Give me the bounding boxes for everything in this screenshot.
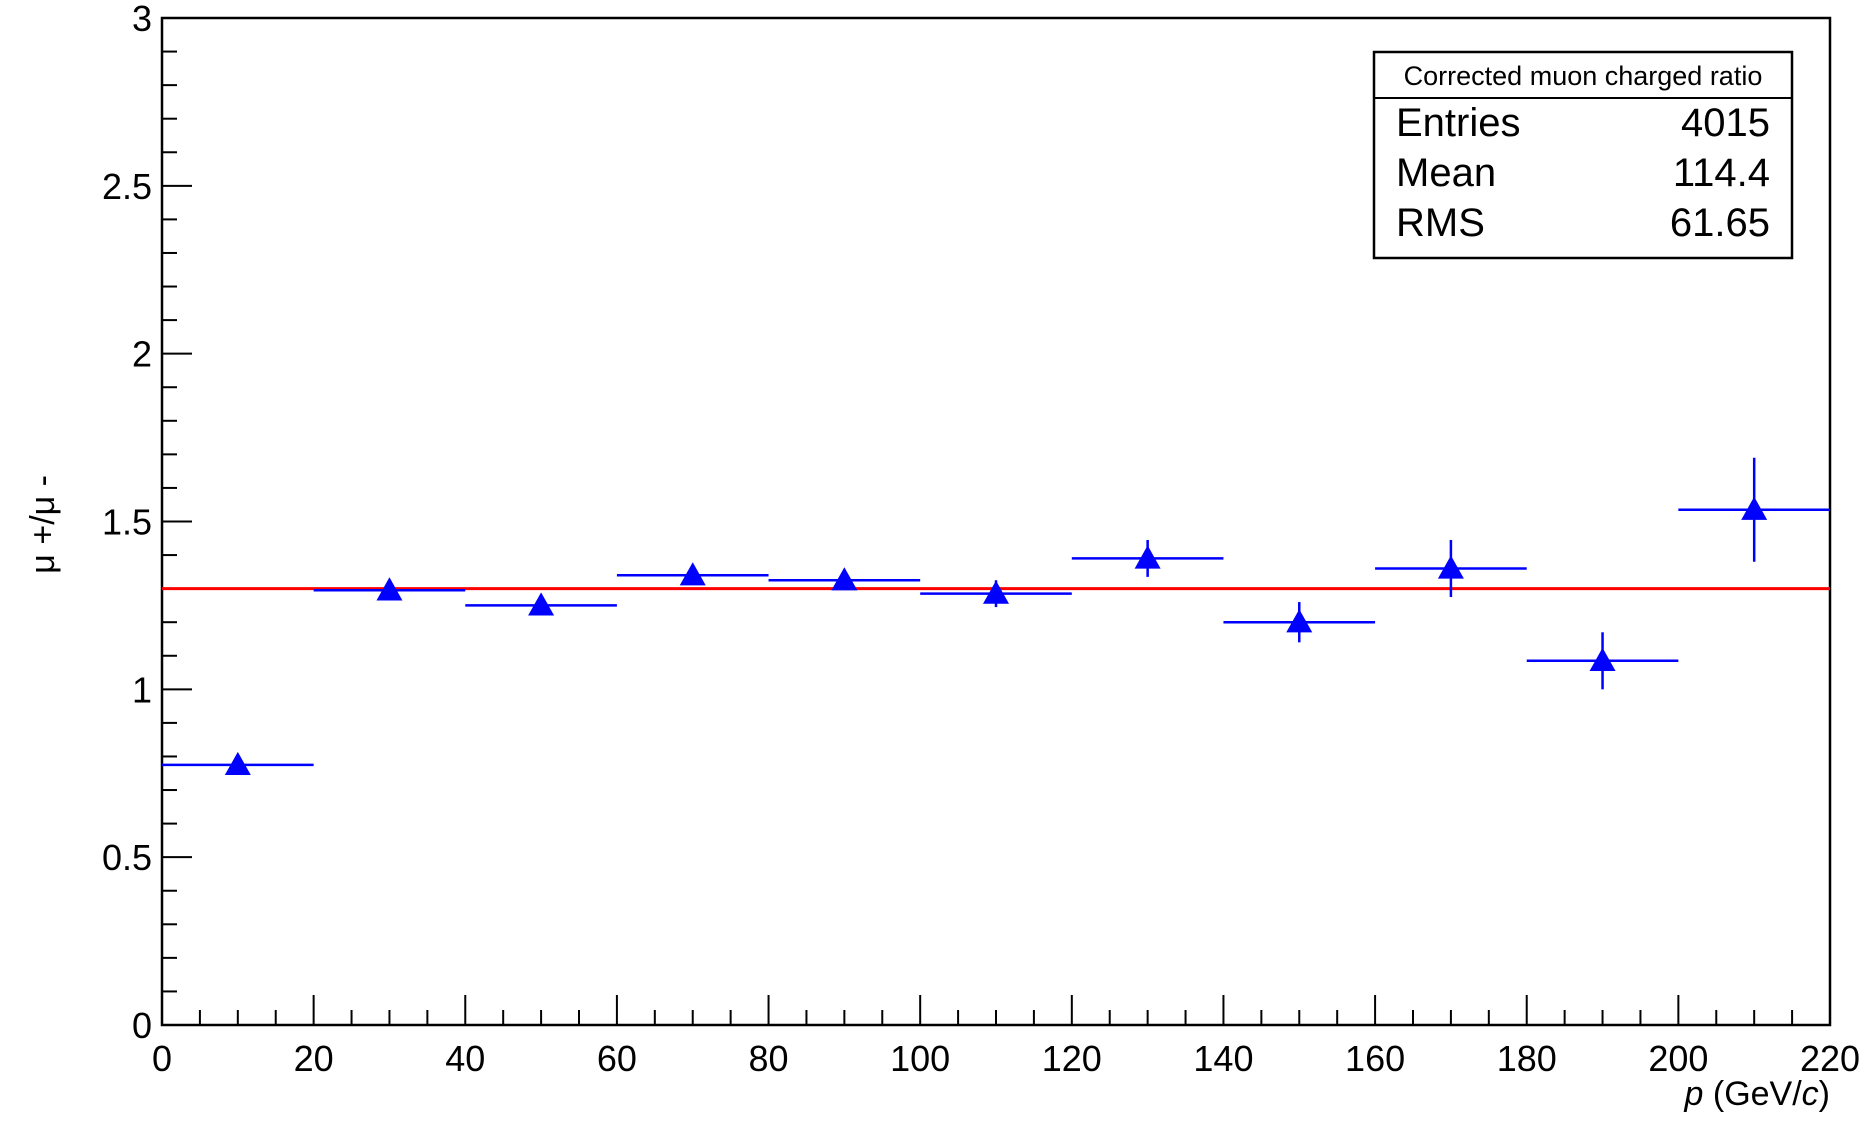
y-tick-label: 3	[132, 0, 152, 39]
y-tick-label: 0	[132, 1005, 152, 1046]
y-tick-label: 2.5	[102, 166, 152, 207]
axes-layer: 0 20 40 60 80 100 120 140 160 180 200 220 0 0.5 1 1.5 2 2…	[102, 0, 1860, 1079]
triangle-marker	[528, 592, 555, 616]
stats-label: Mean	[1396, 151, 1496, 195]
data-point	[616, 562, 769, 586]
x-tick-label: 60	[597, 1038, 637, 1079]
x-axis-label: p (GeV/c)	[1684, 1075, 1831, 1113]
x-axis-label-close: )	[1819, 1075, 1830, 1113]
stats-box-title: Corrected muon charged ratio	[1404, 61, 1763, 91]
data-point	[920, 580, 1072, 608]
y-tick-label: 2	[132, 334, 152, 375]
triangle-marker	[679, 562, 706, 586]
triangle-marker	[1134, 545, 1161, 569]
data-point	[313, 577, 466, 601]
y-tick-label: 1	[132, 669, 152, 710]
data-point	[768, 567, 921, 591]
data-point	[1678, 457, 1830, 562]
x-tick-label: 40	[445, 1038, 485, 1079]
x-tick-label: 20	[294, 1038, 334, 1079]
data-point	[1071, 539, 1224, 577]
data-point	[465, 592, 617, 616]
y-axis-label: μ +/μ -	[24, 475, 62, 574]
data-point	[1526, 632, 1679, 690]
x-tick-label: 80	[749, 1038, 789, 1079]
triangle-marker	[1286, 609, 1313, 633]
x-tick-label: 200	[1648, 1038, 1708, 1079]
triangle-marker	[1589, 647, 1616, 671]
stats-label: Entries	[1396, 101, 1521, 145]
x-tick-label: 140	[1193, 1038, 1253, 1079]
data-layer	[162, 457, 1830, 775]
x-axis-label-unit: (GeV/	[1703, 1075, 1802, 1113]
stats-box: Corrected muon charged ratio Entries 4015 M…	[1372, 50, 1794, 260]
stats-value: 114.4	[1673, 151, 1770, 195]
x-axis-label-p: p	[1684, 1075, 1704, 1113]
triangle-marker	[983, 580, 1009, 604]
y-tick-label: 1.5	[102, 502, 152, 543]
y-tick-label: 0.5	[102, 837, 152, 878]
stats-label: RMS	[1396, 201, 1485, 245]
triangle-marker	[376, 577, 403, 601]
data-point	[1223, 602, 1376, 643]
stats-box-frame	[1372, 50, 1794, 260]
triangle-marker	[1437, 555, 1464, 579]
triangle-marker	[1741, 496, 1768, 520]
triangle-marker	[224, 751, 251, 775]
data-point	[162, 751, 314, 775]
stats-value: 61.65	[1670, 201, 1770, 245]
triangle-marker	[831, 567, 858, 591]
stats-value: 4015	[1681, 101, 1770, 145]
x-tick-label: 160	[1345, 1038, 1405, 1079]
x-tick-label: 220	[1800, 1038, 1860, 1079]
x-tick-label: 120	[1042, 1038, 1102, 1079]
x-tick-label: 0	[152, 1038, 172, 1079]
data-point	[1375, 539, 1527, 598]
x-tick-label: 180	[1497, 1038, 1557, 1079]
x-tick-label: 100	[890, 1038, 950, 1079]
x-axis-label-c: c	[1802, 1075, 1819, 1113]
